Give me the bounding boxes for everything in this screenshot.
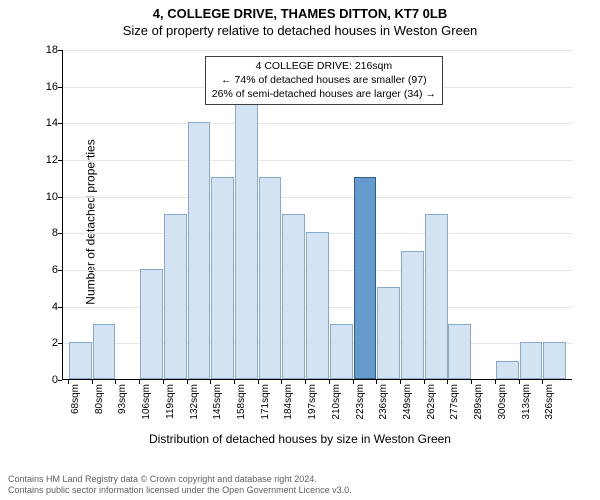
x-tick-label: 119sqm <box>165 384 176 434</box>
y-tick-label: 16 <box>40 81 58 93</box>
x-tick-mark <box>163 380 164 384</box>
histogram-bar <box>448 324 471 379</box>
property-annotation-box: 4 COLLEGE DRIVE: 216sqm ← 74% of detache… <box>205 56 443 105</box>
x-tick-label: 313sqm <box>521 384 532 434</box>
x-tick-mark <box>234 380 235 384</box>
y-tick-label: 8 <box>40 227 58 239</box>
histogram-bar <box>188 122 211 379</box>
x-tick-mark <box>400 380 401 384</box>
histogram-bar <box>377 287 400 379</box>
histogram-bar <box>259 177 282 379</box>
y-tick-mark <box>58 343 62 344</box>
x-tick-label: 236sqm <box>378 384 389 434</box>
x-tick-mark <box>353 380 354 384</box>
x-tick-label: 262sqm <box>426 384 437 434</box>
histogram-bar <box>93 324 116 379</box>
footer-line1: Contains HM Land Registry data © Crown c… <box>8 474 317 484</box>
y-tick-label: 2 <box>40 337 58 349</box>
x-tick-mark <box>258 380 259 384</box>
histogram-bar <box>543 342 566 379</box>
histogram-bar <box>69 342 92 379</box>
gridline <box>63 50 573 51</box>
histogram-bar <box>235 104 258 379</box>
x-axis-label: Distribution of detached houses by size … <box>0 432 600 446</box>
x-tick-label: 223sqm <box>355 384 366 434</box>
annotation-line1: 4 COLLEGE DRIVE: 216sqm <box>256 60 393 72</box>
gridline <box>63 197 573 198</box>
x-tick-label: 106sqm <box>141 384 152 434</box>
x-tick-label: 277sqm <box>449 384 460 434</box>
y-tick-mark <box>58 380 62 381</box>
chart-title-address: 4, COLLEGE DRIVE, THAMES DITTON, KT7 0LB <box>0 0 600 21</box>
x-tick-label: 132sqm <box>189 384 200 434</box>
x-tick-mark <box>139 380 140 384</box>
gridline <box>63 160 573 161</box>
y-tick-mark <box>58 307 62 308</box>
y-tick-mark <box>58 197 62 198</box>
annotation-line2: ← 74% of detached houses are smaller (97… <box>221 74 426 86</box>
x-tick-mark <box>424 380 425 384</box>
x-tick-mark <box>187 380 188 384</box>
x-tick-mark <box>68 380 69 384</box>
x-tick-label: 197sqm <box>307 384 318 434</box>
y-tick-mark <box>58 270 62 271</box>
x-tick-label: 80sqm <box>94 384 105 434</box>
histogram-bar <box>520 342 543 379</box>
x-tick-mark <box>305 380 306 384</box>
histogram-bar <box>496 361 519 379</box>
y-tick-label: 12 <box>40 154 58 166</box>
x-tick-label: 171sqm <box>260 384 271 434</box>
histogram-bar <box>425 214 448 379</box>
x-tick-label: 93sqm <box>117 384 128 434</box>
x-tick-label: 184sqm <box>283 384 294 434</box>
y-tick-mark <box>58 233 62 234</box>
x-tick-label: 68sqm <box>70 384 81 434</box>
y-tick-label: 14 <box>40 117 58 129</box>
histogram-bar <box>282 214 305 379</box>
x-tick-label: 289sqm <box>473 384 484 434</box>
histogram-bar <box>211 177 234 379</box>
x-tick-label: 249sqm <box>402 384 413 434</box>
x-tick-label: 326sqm <box>544 384 555 434</box>
y-tick-mark <box>58 123 62 124</box>
y-tick-label: 6 <box>40 264 58 276</box>
x-tick-label: 210sqm <box>331 384 342 434</box>
annotation-line3: 26% of semi-detached houses are larger (… <box>212 88 436 100</box>
x-tick-mark <box>519 380 520 384</box>
y-tick-label: 18 <box>40 44 58 56</box>
x-tick-label: 158sqm <box>236 384 247 434</box>
chart-title-desc: Size of property relative to detached ho… <box>0 21 600 38</box>
y-tick-mark <box>58 160 62 161</box>
x-tick-label: 145sqm <box>212 384 223 434</box>
y-tick-mark <box>58 87 62 88</box>
x-tick-mark <box>495 380 496 384</box>
footer-attribution: Contains HM Land Registry data © Crown c… <box>8 474 352 497</box>
footer-line2: Contains public sector information licen… <box>8 485 352 495</box>
histogram-bar <box>306 232 329 379</box>
histogram-bar <box>401 251 424 379</box>
histogram-bar-highlight <box>354 177 377 379</box>
x-tick-mark <box>92 380 93 384</box>
y-tick-label: 0 <box>40 374 58 386</box>
histogram-bar <box>330 324 353 379</box>
y-tick-mark <box>58 50 62 51</box>
gridline <box>63 123 573 124</box>
x-tick-mark <box>329 380 330 384</box>
x-tick-label: 300sqm <box>497 384 508 434</box>
y-tick-label: 10 <box>40 191 58 203</box>
histogram-bar <box>164 214 187 379</box>
histogram-bar <box>140 269 163 379</box>
y-tick-label: 4 <box>40 301 58 313</box>
